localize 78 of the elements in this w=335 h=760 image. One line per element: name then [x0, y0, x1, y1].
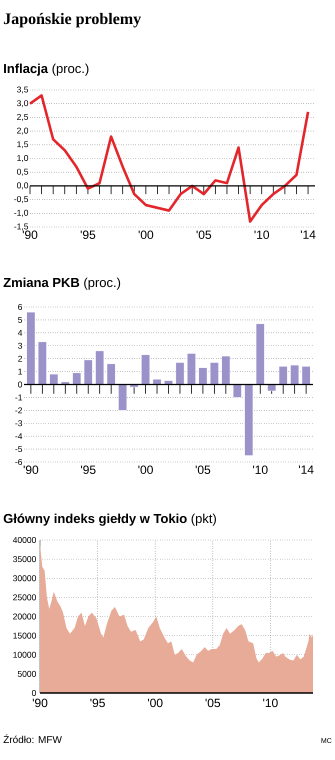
- x-tick-label: '00: [138, 466, 153, 474]
- bar: [210, 362, 219, 385]
- y-tick-label: 6: [18, 304, 22, 310]
- bar: [267, 384, 276, 392]
- x-tick-label: '00: [138, 230, 154, 240]
- y-tick-label: 20000: [13, 613, 36, 620]
- y-tick-label: 1,0: [17, 154, 28, 162]
- y-tick-label: 3,0: [16, 100, 28, 108]
- bar: [232, 384, 242, 398]
- y-tick-label: -0,5: [14, 196, 28, 204]
- y-tick-label: -3: [15, 420, 22, 426]
- x-tick-label: '95: [80, 230, 96, 240]
- x-tick-label: '95: [90, 698, 105, 708]
- y-tick-label: 1,5: [17, 141, 28, 148]
- bar: [244, 384, 254, 456]
- y-tick-label: 30000: [13, 575, 36, 582]
- bar: [118, 384, 127, 411]
- y-tick-label: 15000: [13, 632, 36, 639]
- y-tick-label: 0,0: [16, 182, 28, 190]
- y-tick-label: 10000: [13, 652, 36, 658]
- bar: [95, 350, 104, 385]
- bar: [176, 362, 184, 385]
- bar: [256, 324, 265, 385]
- y-tick-label: -2: [15, 407, 22, 414]
- y-tick-label: 0: [32, 690, 36, 696]
- bar: [302, 366, 310, 385]
- x-tick-label: '14: [298, 466, 314, 474]
- bar: [84, 360, 93, 385]
- y-tick-label: -4: [15, 433, 22, 440]
- y-tick-label: -5: [15, 446, 22, 452]
- y-tick-label: 4: [18, 330, 22, 336]
- y-tick-label: -6: [15, 458, 22, 465]
- chart-subtitle: Inflacja (proc.): [4, 64, 88, 76]
- x-tick-label: '90: [22, 230, 38, 240]
- bar: [26, 312, 36, 385]
- bar: [38, 342, 47, 385]
- y-tick-label: -1,0: [14, 210, 28, 217]
- y-tick-label: -1: [15, 394, 22, 400]
- text: Źródło: MFW: [4, 734, 62, 744]
- bar: [49, 374, 58, 385]
- chart-title: Zmiana PKB (proc.): [4, 278, 120, 290]
- y-tick-label: 2: [18, 356, 22, 362]
- bar: [141, 354, 150, 385]
- y-tick-label: 5000: [18, 670, 36, 677]
- y-tick-label: 0,5: [16, 168, 28, 176]
- y-tick-label: -1,5: [14, 224, 28, 230]
- line-series: [28, 94, 310, 223]
- bar: [290, 364, 299, 385]
- x-tick-label: '90: [32, 698, 48, 708]
- x-tick-label: '10: [253, 466, 268, 474]
- y-tick-label: 35000: [13, 556, 36, 562]
- x-tick-label: '00: [148, 698, 163, 708]
- bar: [72, 372, 82, 385]
- bar: [187, 353, 196, 385]
- y-tick-label: 2,0: [17, 128, 28, 135]
- y-tick-label: 2,5: [17, 114, 28, 121]
- y-tick-label: 5: [18, 316, 22, 323]
- y-tick-label: 0: [18, 381, 22, 388]
- x-tick-label: '05: [196, 230, 212, 240]
- x-tick-label: '05: [206, 698, 220, 708]
- x-tick-label: '14: [300, 230, 316, 239]
- y-tick-label: 3,5: [16, 86, 28, 94]
- bar: [278, 366, 288, 385]
- y-tick-label: 25000: [13, 594, 36, 600]
- x-tick-label: '05: [196, 466, 210, 474]
- x-tick-label: '95: [81, 466, 96, 474]
- bar: [198, 368, 208, 385]
- y-tick-label: 3: [18, 342, 22, 349]
- x-tick-label: '90: [24, 466, 38, 474]
- bar: [106, 364, 116, 385]
- y-tick-label: 40000: [12, 537, 36, 544]
- bar: [222, 356, 230, 385]
- chart-title: Główny indeks giełdy w Tokio (pkt): [4, 513, 216, 526]
- x-tick-label: '10: [254, 230, 270, 240]
- x-tick-label: '10: [263, 698, 278, 708]
- y-tick-label: 1: [18, 368, 22, 375]
- chart-title: Japońskie problemy: [4, 12, 141, 28]
- bar: [152, 379, 162, 385]
